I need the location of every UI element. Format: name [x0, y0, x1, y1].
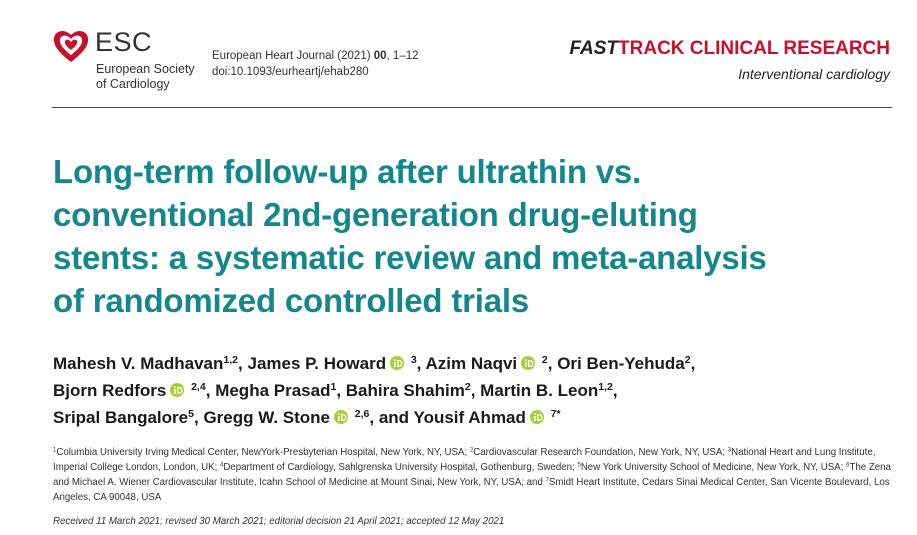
author-separator: ,	[416, 354, 422, 373]
author-name: Mahesh V. Madhavan	[53, 354, 224, 373]
doi: doi:10.1093/eurheartj/ehab280	[212, 66, 369, 78]
author-separator: ,	[547, 354, 553, 373]
author-name: Gregg W. Stone	[203, 408, 330, 427]
track-label: FASTTRACK CLINICAL RESEARCH	[569, 38, 890, 60]
author-name: Bahira Shahim	[345, 381, 465, 400]
orcid-icon	[521, 356, 536, 370]
affiliation-number: 5	[577, 462, 581, 469]
affiliation-text: Department of Cardiology, Sahlgrenska Un…	[223, 462, 575, 473]
affiliation-text: The Zena and Michael A. Wiener Cardiovas…	[53, 462, 891, 488]
author-affiliation: 7*	[550, 408, 561, 421]
author-separator: ,	[470, 381, 476, 400]
author-separator: ,	[612, 381, 618, 400]
author-affiliation: 2	[464, 381, 471, 394]
affiliation-number: 2	[469, 447, 474, 454]
author-separator: ,	[336, 381, 342, 400]
author-separator: ,	[193, 408, 199, 427]
author-line: Mahesh V. Madhavan1,2, James P. Howard 3…	[53, 350, 695, 377]
title: Long-term follow-up after ultrathin vs. c…	[53, 150, 767, 322]
author-name: Martin B. Leon	[480, 381, 599, 400]
title-line: of randomized controlled trials	[53, 282, 530, 319]
author-separator: ,	[238, 354, 243, 373]
author-name: James P. Howard	[247, 354, 387, 373]
orcid-icon	[334, 410, 348, 424]
header-rule	[52, 107, 892, 108]
author-affiliation: 2,6	[354, 408, 370, 421]
affiliation-number: 7	[545, 477, 549, 484]
author-name: Yousif Ahmad	[413, 408, 526, 427]
author-affiliation: 1,2	[598, 381, 613, 394]
volume: 00	[373, 50, 387, 62]
author-affiliation: 2	[684, 354, 691, 367]
author-prefix: and	[378, 408, 410, 427]
author-name: Bjorn Redfors	[53, 381, 167, 400]
title-line: stents: a systematic review and meta-ana…	[53, 239, 767, 276]
affiliation-text: New York University School of Medicine, …	[580, 462, 844, 473]
track-rest: TRACK CLINICAL RESEARCH	[618, 38, 890, 59]
affiliation-text: National Heart and Lung Institute, Imper…	[53, 447, 876, 473]
author-affiliation: 5	[188, 408, 194, 421]
author-affiliation: 1	[330, 381, 337, 394]
authors: Mahesh V. Madhavan1,2, James P. Howard 3…	[53, 350, 695, 431]
author-name: Megha Prasad	[215, 381, 331, 400]
author-affiliation: 2,4	[191, 381, 206, 394]
orcid-icon	[390, 356, 405, 370]
logo-name: European Society	[96, 62, 195, 76]
author-name: Ori Ben-Yehuda	[557, 354, 685, 373]
affiliations: 1Columbia University Irving Medical Cent…	[53, 445, 893, 505]
esc-logo-icon	[53, 31, 89, 62]
affiliation-text: Smidt Heart Institute, Cedars Sinai Medi…	[53, 477, 890, 503]
journal-line: European Heart Journal (2021) 00, 1–12	[212, 50, 419, 62]
author-name: Azim Naqvi	[425, 354, 518, 373]
author-affiliation: 1,2	[223, 354, 239, 367]
affiliation-text: Cardiovascular Research Foundation, New …	[473, 447, 726, 458]
logo-abbr: ESC	[95, 27, 153, 57]
orcid-icon	[170, 383, 185, 397]
orcid-icon	[529, 410, 544, 424]
title-line: conventional 2nd-generation drug-eluting	[53, 196, 698, 233]
author-separator: ,	[369, 408, 375, 427]
author-line: Bjorn Redfors 2,4, Megha Prasad1, Bahira…	[53, 377, 695, 404]
title-line: Long-term follow-up after ultrathin vs.	[53, 153, 642, 190]
author-name: Sripal Bangalore	[53, 408, 189, 427]
author-line: Sripal Bangalore5, Gregg W. Stone 2,6, a…	[53, 404, 695, 431]
affiliation-number: 1	[53, 447, 57, 454]
author-separator: ,	[205, 381, 211, 400]
author-affiliation: 2	[541, 354, 548, 367]
affiliation-number: 3	[727, 447, 732, 454]
affiliation-number: 6	[846, 462, 850, 469]
dates: Received 11 March 2021; revised 30 March…	[53, 516, 505, 527]
pages: , 1–12	[386, 50, 419, 62]
journal: European Heart Journal (2021)	[212, 50, 371, 62]
affiliation-text: Columbia University Irving Medical Cente…	[56, 447, 468, 458]
logo-name: of Cardiology	[96, 77, 170, 91]
author-separator: ,	[690, 354, 696, 373]
author-affiliation: 3	[410, 354, 417, 367]
affiliation-number: 4	[219, 462, 224, 469]
track-fast: FAST	[569, 38, 619, 59]
section: Interventional cardiology	[738, 66, 890, 82]
